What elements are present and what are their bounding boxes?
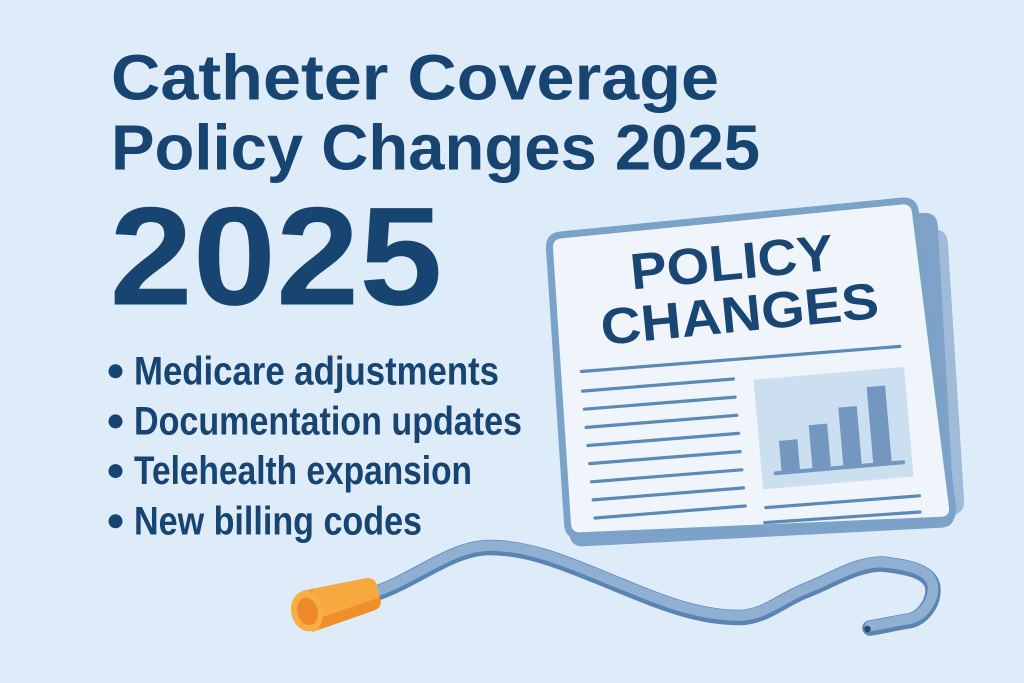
svg-text:Telehealth expansion: Telehealth expansion: [134, 449, 472, 493]
svg-text:2025: 2025: [110, 178, 443, 335]
svg-text:Catheter Coverage: Catheter Coverage: [111, 41, 719, 113]
svg-text:Documentation updates: Documentation updates: [134, 400, 522, 444]
svg-text:Medicare adjustments: Medicare adjustments: [134, 349, 499, 393]
svg-text:New billing codes: New billing codes: [134, 499, 422, 543]
svg-text:Policy Changes 2025: Policy Changes 2025: [111, 111, 760, 183]
